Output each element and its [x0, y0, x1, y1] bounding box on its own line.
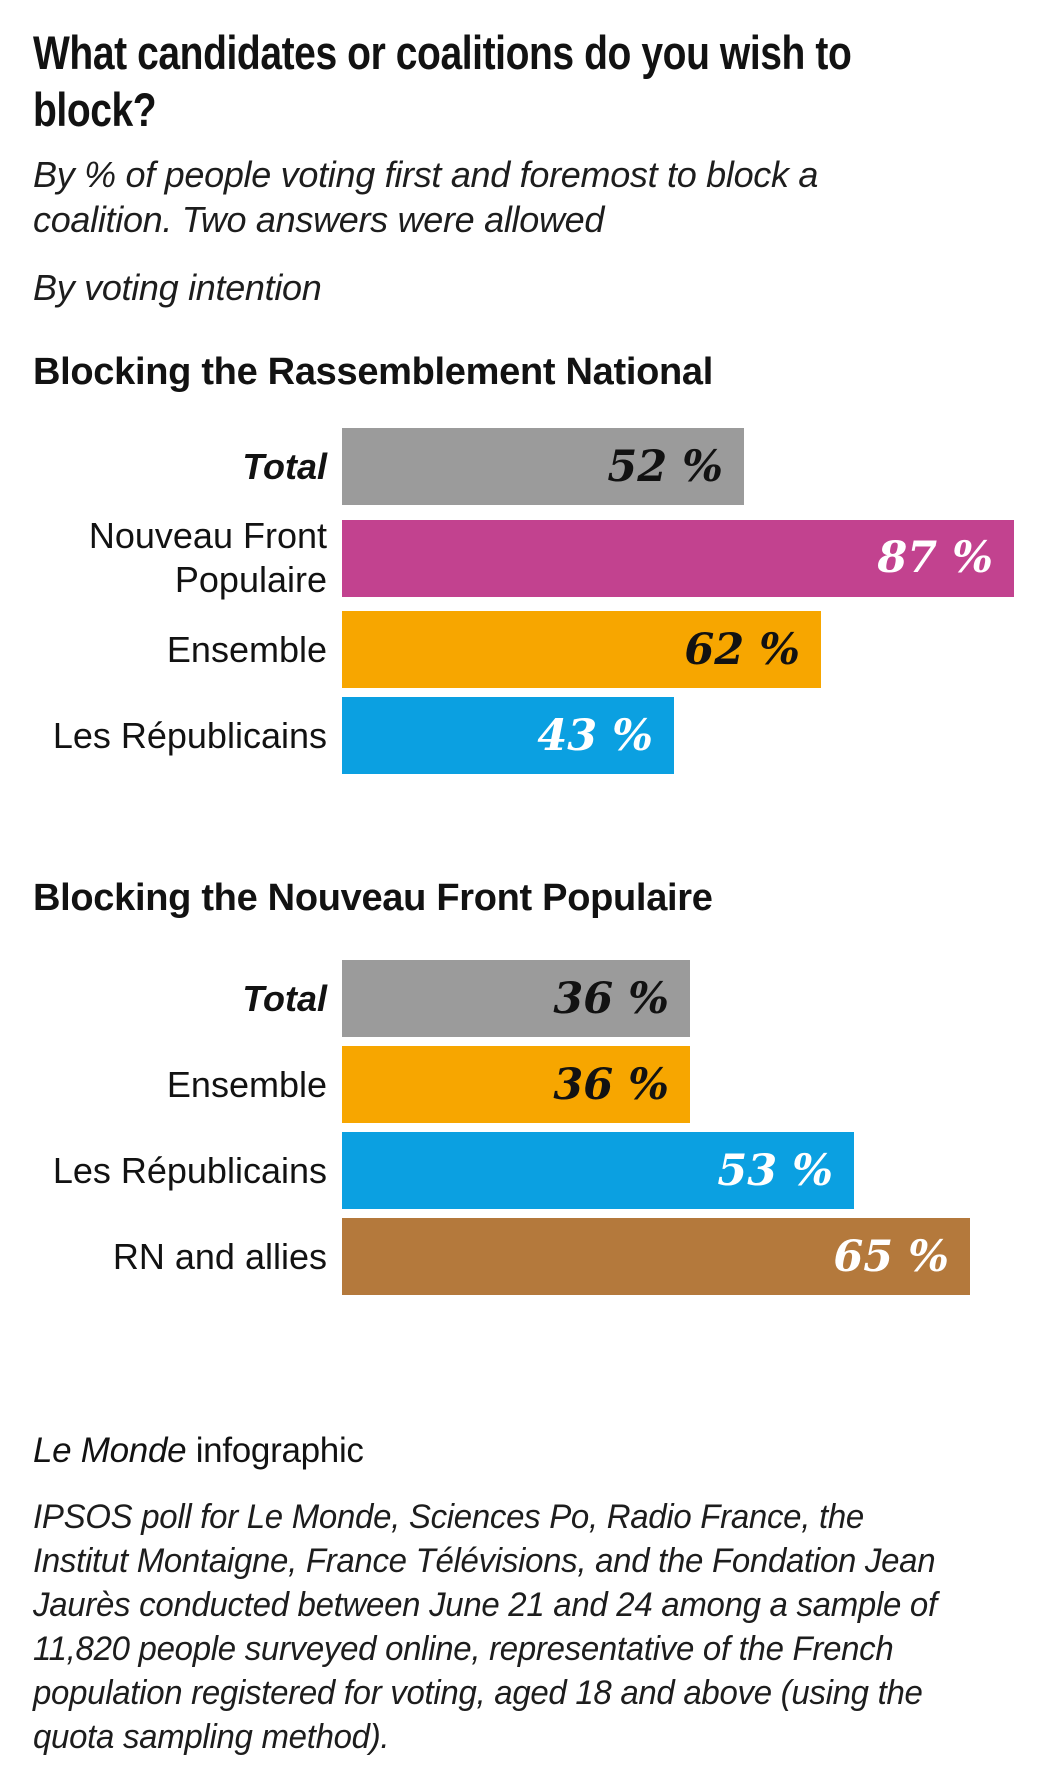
- voting-intention-note: By voting intention: [33, 267, 322, 308]
- bar-row: Total 36 %: [33, 960, 1017, 1037]
- bar: 87 %: [342, 519, 1014, 597]
- chart-heading: Blocking the Nouveau Front Populaire: [33, 877, 713, 919]
- bar: 65 %: [342, 1218, 970, 1295]
- bar-value-label: 53 %: [717, 1145, 833, 1196]
- chart-subtitle: By % of people voting first and foremost…: [33, 154, 819, 240]
- bar-row: RN and allies 65 %: [33, 1218, 1017, 1295]
- bar: 62 %: [342, 611, 821, 688]
- bar-label: Ensemble: [166, 628, 327, 670]
- bar-label: Ensemble: [166, 1063, 327, 1105]
- bar-group: Total 36 % Ensemble 36 % Les Républicains 53 …: [33, 960, 1017, 1295]
- bar-row: Total 52 %: [33, 428, 1017, 505]
- bar-label: Nouveau Front Populaire: [88, 515, 327, 600]
- bar-row: Nouveau Front Populaire 87 %: [33, 514, 1017, 602]
- bar-row: Les Républicains 43 %: [33, 697, 1017, 774]
- credit-line: Le Monde infographic: [33, 1429, 1017, 1473]
- bar: 36 %: [342, 1046, 690, 1123]
- bar-label: RN and allies: [112, 1235, 327, 1277]
- bar: 36 %: [342, 960, 690, 1037]
- bar-label: Les Républicains: [52, 714, 327, 756]
- bar-value-label: 36 %: [553, 973, 669, 1024]
- chart-blocking-rn: Blocking the Rassemblement National Tota…: [33, 350, 1017, 774]
- bar-row: Ensemble 36 %: [33, 1046, 1017, 1123]
- bar-row: Les Républicains 53 %: [33, 1132, 1017, 1209]
- chart-heading: Blocking the Rassemblement National: [33, 351, 713, 393]
- bar-value-label: 65 %: [833, 1231, 949, 1282]
- bar-label: Total: [242, 977, 327, 1019]
- credit-source: Le Monde: [33, 1431, 187, 1470]
- bar-value-label: 36 %: [553, 1059, 669, 1110]
- bar-label: Total: [242, 445, 327, 487]
- bar-value-label: 52 %: [607, 441, 723, 492]
- bar: 53 %: [342, 1132, 854, 1209]
- page-title: What candidates or coalitions do you wis…: [33, 26, 852, 136]
- bar-label: Les Républicains: [52, 1149, 327, 1191]
- bar: 43 %: [342, 697, 674, 774]
- methodology-text: IPSOS poll for Le Monde, Sciences Po, Ra…: [33, 1498, 937, 1756]
- bar-group: Total 52 % Nouveau Front Populaire 87 % Ense…: [33, 428, 1017, 774]
- bar: 52 %: [342, 428, 744, 505]
- bar-value-label: 87 %: [877, 533, 993, 583]
- bar-row: Ensemble 62 %: [33, 611, 1017, 688]
- bar-value-label: 43 %: [537, 710, 653, 761]
- bar-value-label: 62 %: [684, 624, 800, 675]
- chart-blocking-nfp: Blocking the Nouveau Front Populaire Tot…: [33, 876, 1017, 1295]
- credit-rest: infographic: [186, 1431, 364, 1470]
